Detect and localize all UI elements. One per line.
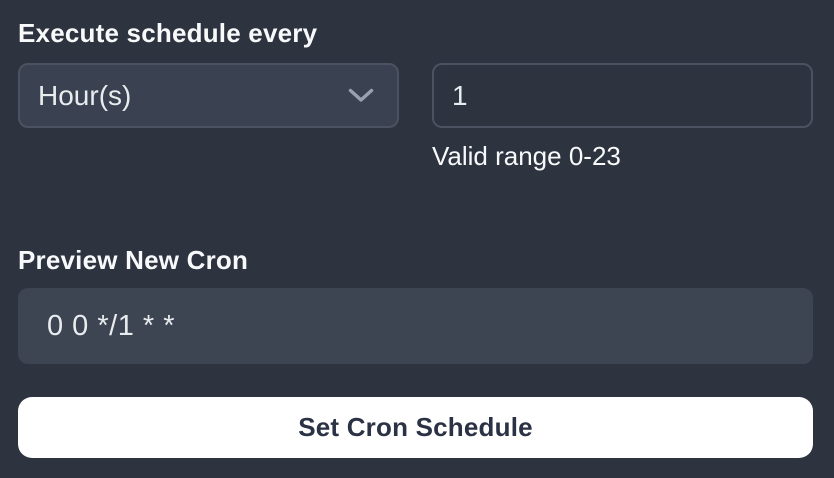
preview-new-cron-label: Preview New Cron bbox=[18, 245, 249, 275]
valid-range-helper: Valid range 0-23 bbox=[432, 141, 621, 171]
cron-preview-value: 0 0 */1 * * bbox=[47, 309, 176, 342]
interval-fields-row: Hour(s) Valid range 0-23 bbox=[18, 63, 813, 170]
unit-column: Hour(s) bbox=[18, 63, 399, 170]
value-column: Valid range 0-23 bbox=[432, 63, 813, 170]
chevron-down-icon bbox=[348, 88, 374, 104]
execute-schedule-label: Execute schedule every bbox=[18, 18, 318, 48]
interval-unit-select[interactable]: Hour(s) bbox=[18, 63, 399, 128]
set-cron-schedule-button[interactable]: Set Cron Schedule bbox=[18, 397, 813, 458]
interval-value-input[interactable] bbox=[432, 63, 813, 128]
cron-preview-field: 0 0 */1 * * bbox=[18, 288, 813, 364]
interval-unit-value: Hour(s) bbox=[38, 79, 132, 111]
